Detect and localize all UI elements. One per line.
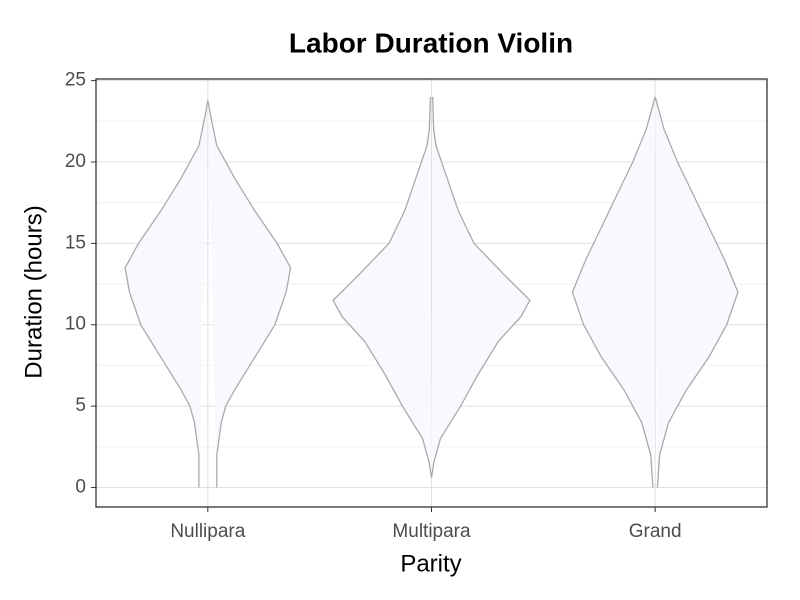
chart-title: Labor Duration Violin (289, 27, 573, 58)
y-axis-title: Duration (hours) (20, 205, 47, 378)
violin-half (207, 100, 292, 488)
plot-border (95, 78, 768, 508)
violin-half (332, 96, 433, 478)
y-tick-label: 15 (65, 232, 86, 253)
y-tick-label: 20 (65, 151, 86, 172)
violin-half (430, 96, 531, 478)
violin-half (571, 96, 656, 488)
y-tick-label: 25 (65, 70, 86, 91)
violin-half (124, 100, 209, 488)
violin-half (654, 96, 739, 488)
x-tick-label: Grand (629, 521, 682, 542)
y-tick-label: 10 (65, 314, 86, 335)
x-axis-title: Parity (400, 550, 461, 577)
y-tick-label: 0 (75, 476, 86, 497)
x-tick-label: Nullipara (170, 521, 245, 542)
x-tick-label: Multipara (392, 521, 471, 542)
y-tick-label: 5 (75, 395, 86, 416)
